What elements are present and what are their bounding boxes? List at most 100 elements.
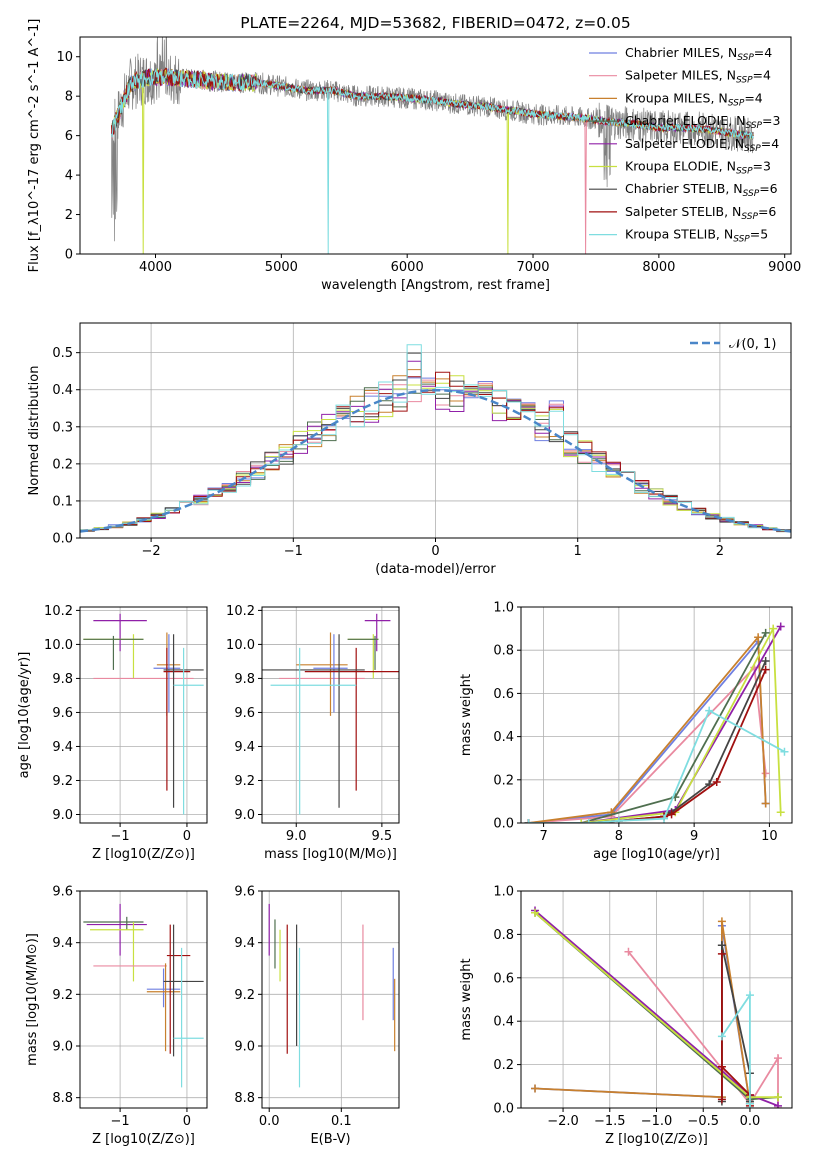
y-tick-label: 9.8 xyxy=(234,672,255,687)
y-tick-label: 10 xyxy=(56,50,73,65)
weight-marker xyxy=(754,633,763,642)
x-tick-label: 6000 xyxy=(391,260,424,275)
weight-chabrier-stelib xyxy=(524,657,770,823)
x-tick-label: −1 xyxy=(284,544,303,559)
errorbar-chabrier-miles xyxy=(313,634,348,713)
y-tick-label: 9.6 xyxy=(234,706,255,721)
y-tick-label: 4 xyxy=(65,169,73,184)
plot-area xyxy=(531,906,782,1108)
weight-marker xyxy=(745,991,754,1000)
y-tick-label: 0.2 xyxy=(493,773,514,788)
y-tick-label: 0.0 xyxy=(52,532,73,547)
x-tick-label: 9.5 xyxy=(372,829,393,844)
weight-marker xyxy=(745,1104,754,1108)
x-axis-label: (data-model)/error xyxy=(375,562,496,577)
y-tick-label: 0.3 xyxy=(52,420,73,435)
x-tick-label: 8000 xyxy=(642,260,675,275)
y-tick-label: 9.0 xyxy=(234,808,255,823)
y-tick-label: 0.2 xyxy=(52,457,73,472)
weight-marker xyxy=(773,1093,782,1102)
y-tick-label: 9.4 xyxy=(52,936,73,951)
chart-mass_vs_ebv: 0.0 0.1 8.8 9.0 9.2 9.4 9.6 E(B-V) xyxy=(234,885,400,1147)
x-tick-label: 5000 xyxy=(265,260,298,275)
y-tick-label: 9.2 xyxy=(234,988,255,1003)
y-tick-label: 0.0 xyxy=(493,1102,514,1117)
errorbar-kroupa-stelib xyxy=(173,947,204,1088)
weight-line xyxy=(581,625,782,823)
weight-line xyxy=(581,625,782,823)
x-tick-label: 10 xyxy=(761,829,778,844)
x-tick-label: −2.0 xyxy=(547,1114,579,1129)
weight-marker xyxy=(773,1054,782,1063)
weight-marker xyxy=(717,1032,726,1041)
x-axis-label: Z [log10(Z/Z⊙)] xyxy=(605,1132,708,1147)
x-tick-label: 1 xyxy=(574,544,582,559)
y-tick-label: 0.0 xyxy=(493,817,514,832)
errorbar-chabrier-miles xyxy=(146,968,181,1008)
weight-kroupa-stelib xyxy=(717,991,754,1108)
weight-line xyxy=(534,921,751,1104)
plot-area xyxy=(80,344,791,533)
y-tick-label: 9.0 xyxy=(52,808,73,823)
axes-frame xyxy=(79,890,208,1109)
weight-marker xyxy=(660,814,669,823)
y-tick-label: 0.4 xyxy=(493,1015,514,1030)
chart-weight_vs_Z: −2.0 −1.5 −1.0 −0.5 0.0 0.0 0.2 0.4 0.6 0.8 1.0 Z [… xyxy=(459,885,793,1147)
y-tick-label: 8 xyxy=(65,90,73,105)
y-tick-label: 8.8 xyxy=(234,1091,255,1106)
x-tick-label: 0.0 xyxy=(740,1114,761,1129)
y-axis-label: Flux [f_λ10^-17 erg cm^-2 s^-1 A^-1] xyxy=(27,19,42,273)
x-tick-label: −1 xyxy=(111,829,130,844)
y-tick-label: 8.8 xyxy=(52,1091,73,1106)
axes-frame xyxy=(79,606,208,824)
legend-entry: 𝒩(0, 1) xyxy=(729,337,776,352)
weight-line xyxy=(534,925,751,1104)
y-tick-label: 0.4 xyxy=(493,730,514,745)
y-tick-label: 6 xyxy=(65,129,73,144)
y-tick-label: 0.8 xyxy=(493,644,514,659)
weight-marker xyxy=(769,624,778,633)
legend-entry: Salpeter MILES, NSSP=4 xyxy=(625,68,771,86)
x-tick-label: −2 xyxy=(142,544,161,559)
weight-marker xyxy=(667,810,676,819)
weight-line xyxy=(528,709,785,823)
x-axis-label: wavelength [Angstrom, rest frame] xyxy=(321,278,550,293)
y-tick-label: 10.0 xyxy=(226,638,255,653)
weight-marker xyxy=(761,657,770,665)
errorbar-kroupa-stelib xyxy=(173,647,204,815)
axes-decor: −1 0 8.8 9.0 9.2 9.4 9.6 Z [log10(Z/Z⊙)] mass [l… xyxy=(25,885,208,1147)
y-tick-label: 0.6 xyxy=(493,687,514,702)
weight-marker xyxy=(776,808,785,817)
x-tick-label: 0.0 xyxy=(259,1114,280,1129)
legend-entry: Salpeter ELODIE, NSSP=4 xyxy=(625,136,779,154)
weight-marker xyxy=(761,769,770,778)
legend-entry: Chabrier ELODIE, NSSP=3 xyxy=(625,113,780,131)
y-axis-label: mass [log10(M/M⊙)] xyxy=(25,933,40,1066)
plot-area xyxy=(262,613,399,815)
axes-decor: 4000 5000 6000 7000 8000 9000 0 2 4 6 8 10 PLATE=226… xyxy=(27,14,801,293)
weight-marker xyxy=(780,747,789,756)
axes-decor: −2.0 −1.5 −1.0 −0.5 0.0 0.0 0.2 0.4 0.6 0.8 1.0 Z [… xyxy=(459,885,793,1147)
y-axis-label: age [log10(age/yr)] xyxy=(17,652,32,779)
x-tick-label: −1.0 xyxy=(641,1114,673,1129)
plot-area xyxy=(83,903,204,1088)
plot-area xyxy=(83,613,204,815)
histogram-salpeter-stelib xyxy=(80,371,791,532)
weight-line xyxy=(528,660,767,823)
axes-frame xyxy=(79,36,792,255)
axes-decor: −1 0 9.0 9.2 9.4 9.6 9.8 10.0 10.2 Z [log10(Z/Z⊙)… xyxy=(17,604,208,862)
errorbar-kroupa-elodie xyxy=(90,922,144,982)
weight-marker xyxy=(717,1062,726,1071)
errorbar-chabrier-elodie xyxy=(347,635,379,670)
x-tick-label: 0.1 xyxy=(331,1114,352,1129)
x-axis-label: age [log10(age/yr)] xyxy=(593,847,720,862)
plot-area xyxy=(111,37,754,254)
weight-marker xyxy=(531,908,540,917)
y-tick-label: 9.6 xyxy=(52,885,73,900)
legend-entry: Chabrier STELIB, NSSP=6 xyxy=(625,181,778,199)
weight-line xyxy=(528,639,767,823)
y-tick-label: 9.2 xyxy=(52,774,73,789)
weight-marker xyxy=(577,819,586,823)
x-tick-label: 7000 xyxy=(516,260,549,275)
